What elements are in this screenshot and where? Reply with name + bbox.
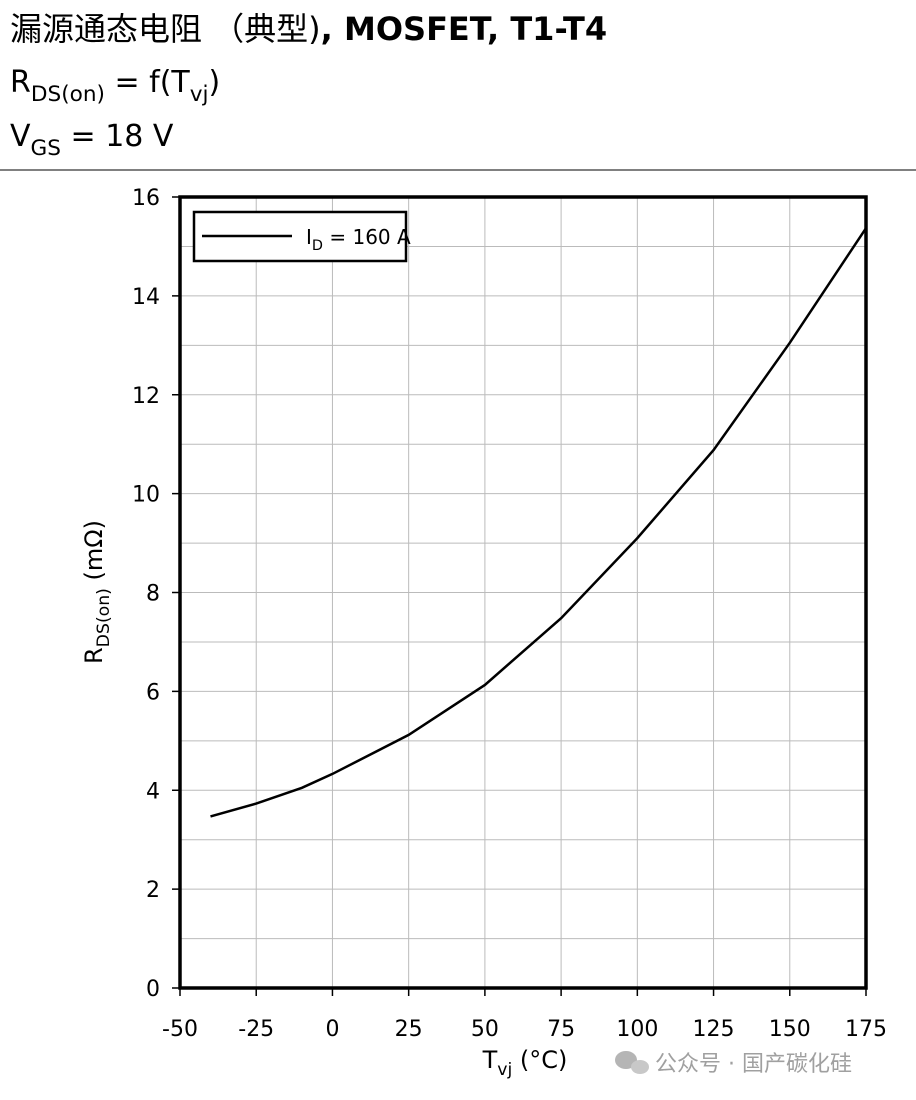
text-run: = 160 A [323,225,411,249]
x-tick-label: 125 [693,1017,735,1042]
watermark-icon [631,1060,649,1074]
subscript: GS [31,136,61,161]
rich-text: ID = 160 A [306,225,411,254]
title-part: , MOSFET, T1-T4 [321,10,607,48]
legend-box [192,210,408,263]
rich-text: RDS(on) (mΩ) [80,520,114,664]
x-tick-label: 75 [547,1017,575,1042]
text-run: (°C) [512,1046,567,1074]
text-run: = 18 V [61,119,174,154]
data-line [210,227,868,818]
text-run: = f(T [105,65,190,100]
y-tick-label: 4 [146,779,160,804]
rich-text: Tvj (°C) [482,1046,568,1080]
watermark: 公众号 · 国产碳化硅 [655,1052,852,1077]
subscript: DS(on) [94,588,114,647]
x-tick-label: 50 [471,1017,499,1042]
y-tick-label: 12 [132,384,160,409]
y-tick-label: 6 [146,680,160,705]
y-tick-label: 10 [132,483,160,508]
subscript: vj [190,82,209,107]
y-tick-label: 14 [132,285,160,310]
x-tick-label: -50 [162,1017,198,1042]
x-tick-label: -25 [238,1017,274,1042]
rich-text: RDS(on) = f(Tvj) [10,65,220,107]
text-run: R [80,647,108,664]
subscript: D [312,238,323,254]
watermark-icon [615,1051,637,1069]
x-tick-label: 175 [845,1017,887,1042]
y-tick-label: 8 [146,582,160,607]
text-run: T [482,1046,498,1074]
y-tick-label: 16 [132,186,160,211]
subscript: vj [497,1060,512,1080]
plot-frame [178,195,868,990]
text-run: (mΩ) [80,520,108,588]
text-run: I [306,225,312,249]
text-run: ) [209,65,221,100]
text-run: V [10,119,31,154]
rich-text: VGS = 18 V [10,119,174,161]
title-part: 漏源通态电阻 （典型) [10,10,321,48]
text-run: R [10,65,31,100]
y-tick-label: 2 [146,878,160,903]
x-tick-label: 25 [395,1017,423,1042]
subscript: DS(on) [31,82,105,107]
chart-title: 漏源通态电阻 （典型), MOSFET, T1-T4 [10,10,607,48]
x-tick-label: 100 [616,1017,658,1042]
y-tick-label: 0 [146,977,160,1002]
x-tick-label: 150 [769,1017,811,1042]
x-tick-label: 0 [325,1017,339,1042]
